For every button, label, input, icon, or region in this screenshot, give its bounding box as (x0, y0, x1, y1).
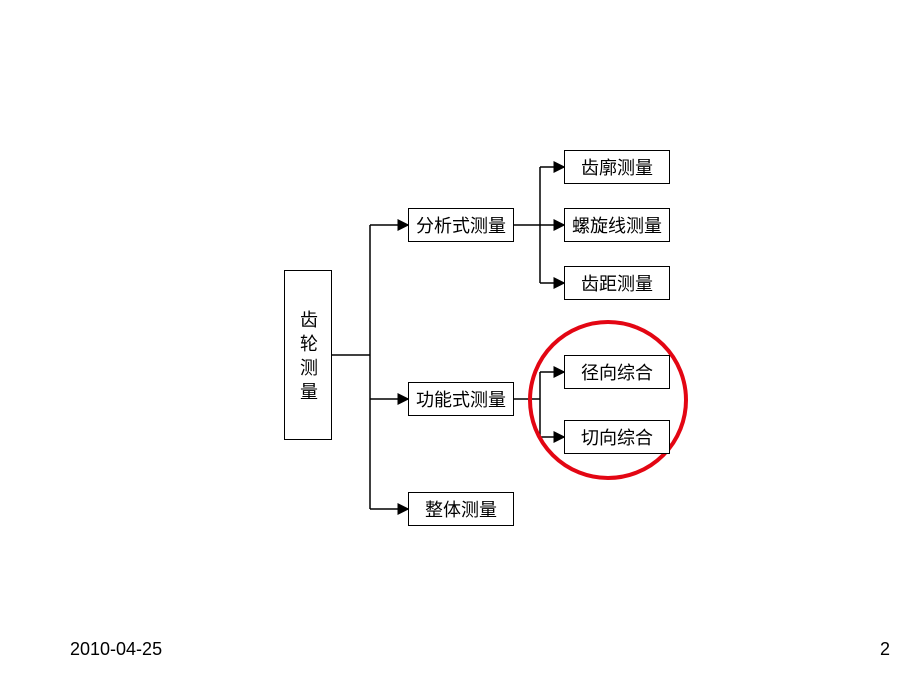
highlight-circle (530, 322, 686, 478)
node-radial-label: 径向综合 (581, 359, 653, 385)
node-functional-label: 功能式测量 (416, 386, 506, 412)
node-tangential-label: 切向综合 (581, 424, 653, 450)
node-pitch-label: 齿距测量 (581, 270, 653, 296)
node-radial: 径向综合 (564, 355, 670, 389)
node-root-label: 齿轮测量 (295, 310, 321, 406)
node-helix: 螺旋线测量 (564, 208, 670, 242)
connector-layer (0, 0, 920, 690)
node-overall: 整体测量 (408, 492, 514, 526)
node-analytic: 分析式测量 (408, 208, 514, 242)
node-profile: 齿廓测量 (564, 150, 670, 184)
node-analytic-label: 分析式测量 (416, 212, 506, 238)
node-overall-label: 整体测量 (425, 496, 497, 522)
node-helix-label: 螺旋线测量 (572, 212, 662, 238)
node-tangential: 切向综合 (564, 420, 670, 454)
node-pitch: 齿距测量 (564, 266, 670, 300)
node-functional: 功能式测量 (408, 382, 514, 416)
node-root: 齿轮测量 (284, 270, 332, 440)
footer-page: 2 (880, 639, 890, 660)
node-profile-label: 齿廓测量 (581, 154, 653, 180)
footer-date: 2010-04-25 (70, 639, 162, 660)
slide: 齿轮测量 分析式测量 功能式测量 整体测量 齿廓测量 螺旋线测量 齿距测量 径向… (0, 0, 920, 690)
